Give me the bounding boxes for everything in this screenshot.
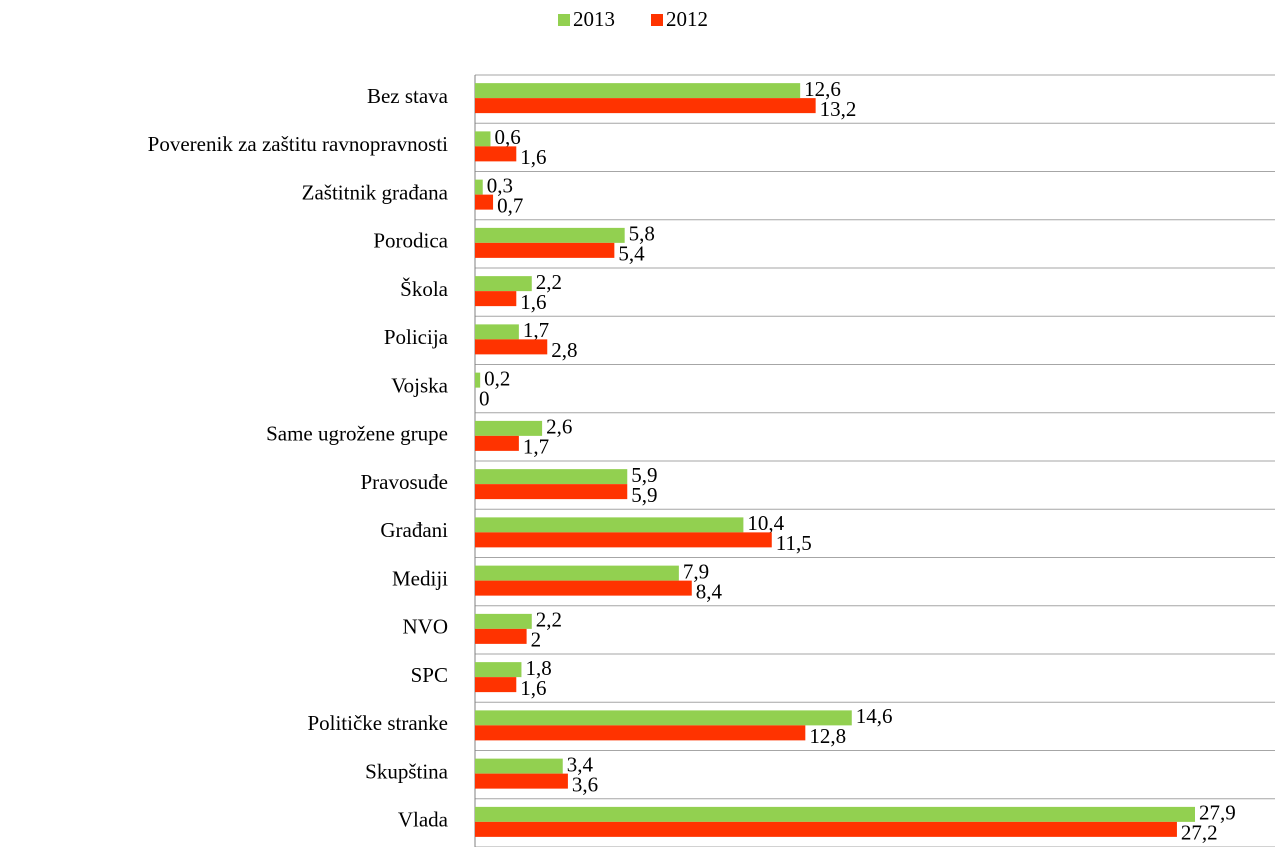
bar [475, 484, 628, 500]
bar [475, 227, 625, 243]
bar [475, 517, 744, 533]
value-label: 1,7 [523, 318, 549, 342]
category-label: Političke stranke [307, 711, 448, 735]
category-label: Mediji [392, 566, 448, 590]
value-label: 2,6 [546, 415, 572, 439]
value-label: 5,9 [631, 483, 657, 507]
value-label: 12,6 [804, 77, 841, 101]
value-label: 0,3 [487, 173, 513, 197]
category-label: Vlada [398, 808, 449, 832]
value-label: 3,6 [572, 772, 598, 796]
bar [475, 469, 628, 485]
value-label: 13,2 [820, 97, 857, 121]
bar [475, 435, 519, 451]
value-label: 3,4 [567, 752, 594, 776]
value-label: 14,6 [856, 704, 893, 728]
category-label: Škola [400, 277, 449, 301]
value-label: 0 [479, 386, 490, 410]
category-label: Porodica [373, 229, 448, 253]
value-label: 1,7 [523, 435, 549, 459]
bar [475, 758, 563, 774]
value-label: 2 [531, 628, 542, 652]
value-label: 11,5 [776, 531, 812, 555]
value-label: 1,6 [520, 145, 546, 169]
bar [475, 773, 568, 789]
bar [475, 131, 491, 147]
value-label: 0,6 [494, 125, 520, 149]
value-label: 2,8 [551, 338, 577, 362]
bar [475, 276, 532, 292]
bar [475, 662, 522, 678]
bar [475, 242, 615, 258]
category-label: Skupština [365, 759, 449, 783]
value-label: 1,6 [520, 290, 546, 314]
legend-label: 2013 [573, 7, 615, 31]
bar [475, 372, 481, 388]
value-label: 5,9 [631, 463, 657, 487]
bar [475, 677, 517, 693]
bar [475, 565, 679, 581]
value-label: 1,6 [520, 676, 546, 700]
bar [475, 532, 772, 548]
value-label: 2,2 [536, 608, 562, 632]
bar [475, 710, 852, 726]
value-label: 1,8 [525, 656, 551, 680]
value-label: 7,9 [683, 559, 709, 583]
category-label: Građani [380, 518, 448, 542]
bar [475, 324, 519, 340]
category-label: Same ugrožene grupe [266, 422, 448, 446]
legend-swatch [558, 14, 570, 26]
value-label: 27,9 [1199, 801, 1236, 825]
bar [475, 628, 527, 644]
bar [475, 83, 801, 99]
legend-label: 2012 [666, 7, 708, 31]
value-label: 8,4 [696, 579, 723, 603]
bar [475, 98, 816, 114]
category-label: Zaštitnik građana [302, 180, 449, 204]
bar [475, 339, 548, 355]
legend-swatch [651, 14, 663, 26]
category-label: Poverenik za zaštitu ravnopravnosti [148, 132, 448, 156]
category-label: Policija [384, 325, 449, 349]
bar [475, 194, 494, 210]
value-label: 0,2 [484, 366, 510, 390]
value-label: 5,8 [629, 222, 655, 246]
category-label: Bez stava [367, 84, 449, 108]
category-label: Vojska [391, 373, 448, 397]
bar [475, 179, 483, 195]
value-label: 12,8 [809, 724, 846, 748]
bar [475, 580, 692, 596]
category-label: Pravosuđe [361, 470, 449, 494]
value-label: 10,4 [747, 511, 784, 535]
category-label: NVO [403, 615, 449, 639]
value-label: 0,7 [497, 193, 523, 217]
bar [475, 291, 517, 307]
bar [475, 146, 517, 162]
value-label: 27,2 [1181, 821, 1218, 845]
value-label: 5,4 [618, 242, 645, 266]
bar [475, 725, 806, 741]
bar [475, 806, 1195, 822]
bar [475, 613, 532, 629]
bar [475, 420, 543, 436]
category-label: SPC [411, 663, 448, 687]
bar [475, 821, 1177, 837]
value-label: 2,2 [536, 270, 562, 294]
